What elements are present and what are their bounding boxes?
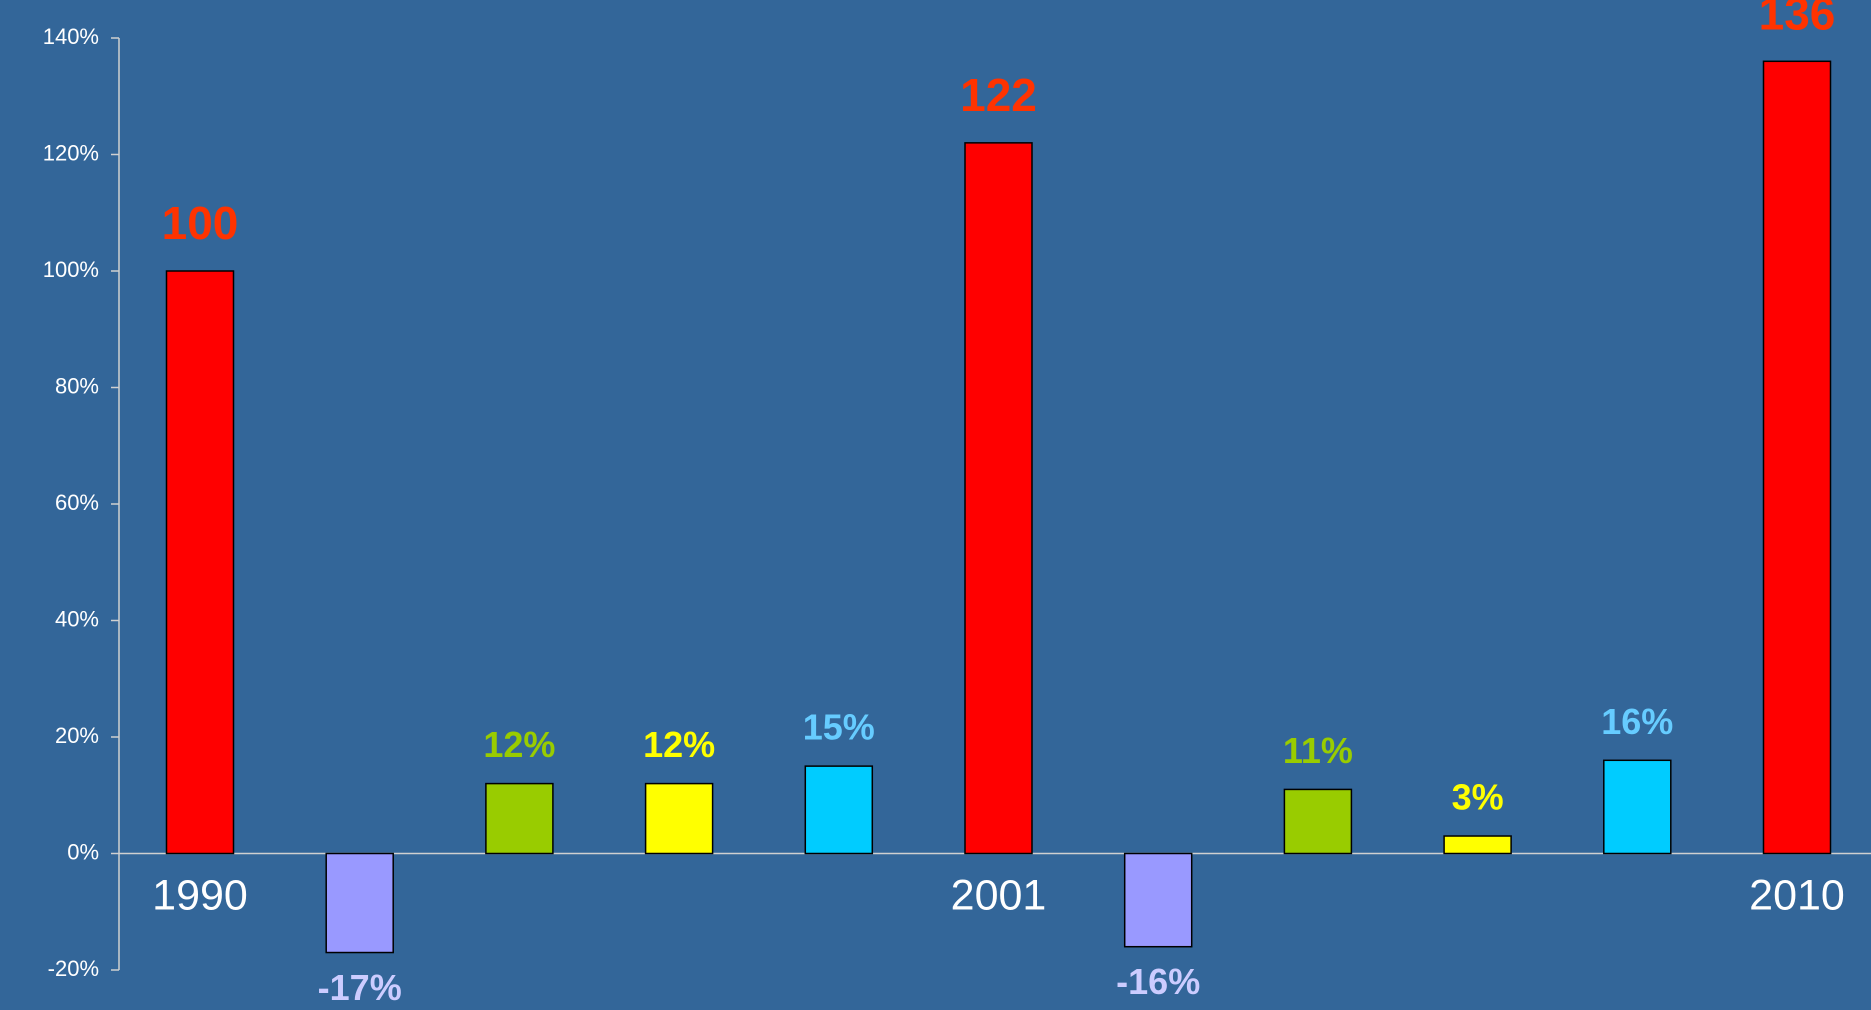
x-tick-label: 1990	[152, 871, 248, 919]
y-tick-label: 100%	[43, 257, 99, 282]
value-label: 3%	[1452, 777, 1504, 818]
bar	[1283, 788, 1353, 855]
value-label: 100	[162, 197, 239, 249]
y-tick-label: 140%	[43, 24, 99, 49]
value-label: -16%	[1116, 961, 1200, 1002]
x-tick-label: 2001	[951, 871, 1047, 919]
value-label: 11%	[1283, 730, 1353, 771]
bar	[964, 142, 1033, 855]
value-label: 12%	[483, 724, 555, 765]
bar	[1123, 852, 1193, 948]
bar	[1443, 835, 1512, 855]
value-label: 136	[1759, 0, 1836, 39]
y-tick-label: 40%	[55, 606, 99, 631]
bar	[325, 852, 394, 954]
value-label: -17%	[318, 967, 402, 1008]
y-tick-label: -20%	[48, 956, 99, 981]
x-tick-label: 2010	[1749, 871, 1845, 919]
bar	[1762, 60, 1832, 855]
bar	[644, 782, 714, 855]
y-tick-label: 120%	[43, 140, 99, 165]
value-label: 16%	[1601, 701, 1673, 742]
bar	[485, 782, 554, 855]
bar	[804, 765, 874, 855]
y-tick-label: 20%	[55, 723, 99, 748]
y-tick-label: 0%	[67, 839, 99, 864]
value-label: 15%	[803, 707, 875, 748]
y-tick-label: 80%	[55, 373, 99, 398]
y-tick-label: 60%	[55, 490, 99, 515]
bar	[1603, 759, 1672, 855]
value-label: 122	[960, 69, 1037, 121]
bar	[165, 270, 235, 855]
value-label: 12%	[643, 724, 715, 765]
